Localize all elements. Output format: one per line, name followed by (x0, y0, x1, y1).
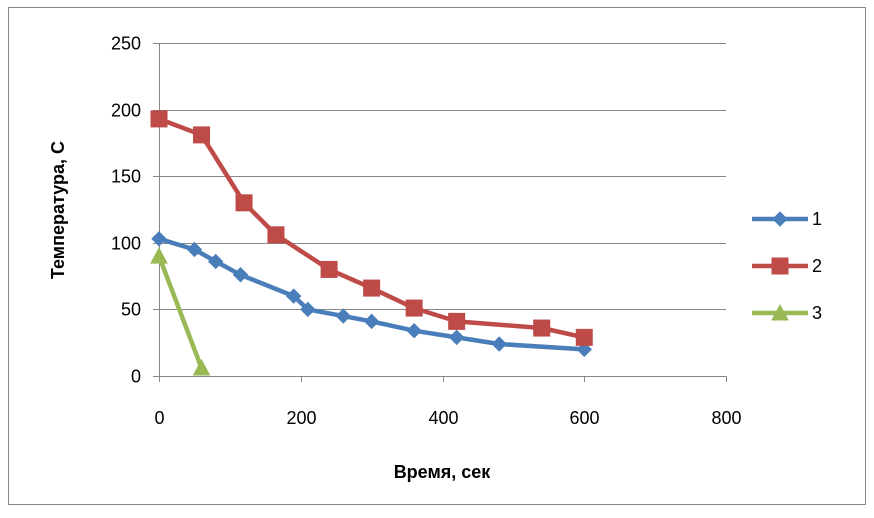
data-point-2 (533, 319, 551, 337)
y-tick-label: 50 (121, 300, 141, 320)
series-line-2 (156, 116, 587, 340)
y-tick-label: 0 (131, 367, 141, 387)
legend: 1 2 3 (752, 209, 822, 323)
legend-label: 3 (812, 303, 822, 323)
x-tick-label: 400 (428, 408, 458, 428)
series-line-3 (156, 253, 204, 371)
data-point-3 (150, 247, 168, 264)
data-point-2 (193, 126, 211, 144)
data-point-2 (235, 194, 253, 212)
x-tick-label: 600 (569, 408, 599, 428)
legend-marker (772, 211, 788, 227)
data-point-2 (363, 279, 381, 297)
x-tick-label: 200 (286, 408, 316, 428)
y-tick-label: 200 (111, 101, 141, 121)
y-axis-title: Температура, С (48, 141, 68, 279)
series-2 (150, 110, 593, 346)
x-axis-title: Время, сек (394, 462, 492, 482)
legend-item-1: 1 (752, 209, 822, 229)
data-point-1 (186, 241, 203, 258)
data-point-2 (267, 226, 285, 244)
data-point-2 (405, 299, 423, 317)
data-point-1 (406, 323, 422, 339)
data-point-2 (448, 312, 466, 330)
data-point-1 (232, 267, 249, 283)
legend-label: 1 (812, 209, 822, 229)
plot-area (150, 110, 593, 376)
legend-label: 2 (812, 256, 822, 276)
data-point-1 (448, 329, 465, 346)
data-point-1 (363, 313, 380, 330)
data-point-2 (320, 260, 338, 278)
legend-marker (771, 303, 789, 321)
gridlines (159, 43, 726, 310)
data-point-3 (192, 358, 211, 376)
chart-border (8, 7, 866, 505)
legend-item-2: 2 (752, 256, 822, 276)
data-point-2 (575, 328, 593, 346)
data-point-1 (300, 301, 316, 318)
axes: 0 50 100 150 200 250 0 200 400 600 800 (111, 34, 742, 429)
series-1 (151, 231, 592, 358)
legend-item-3: 3 (752, 303, 822, 323)
data-point-1 (151, 231, 167, 247)
x-tick-label: 800 (711, 408, 741, 428)
data-point-1 (207, 253, 224, 270)
legend-marker (771, 257, 789, 275)
data-point-1 (285, 288, 302, 304)
y-tick-label: 100 (111, 234, 141, 254)
series-3 (150, 247, 211, 376)
y-tick-label: 150 (111, 167, 141, 187)
y-tick-label: 250 (111, 34, 141, 54)
data-point-1 (491, 336, 507, 352)
x-tick-label: 0 (154, 408, 164, 428)
data-point-2 (150, 110, 168, 128)
data-point-1 (335, 308, 351, 324)
